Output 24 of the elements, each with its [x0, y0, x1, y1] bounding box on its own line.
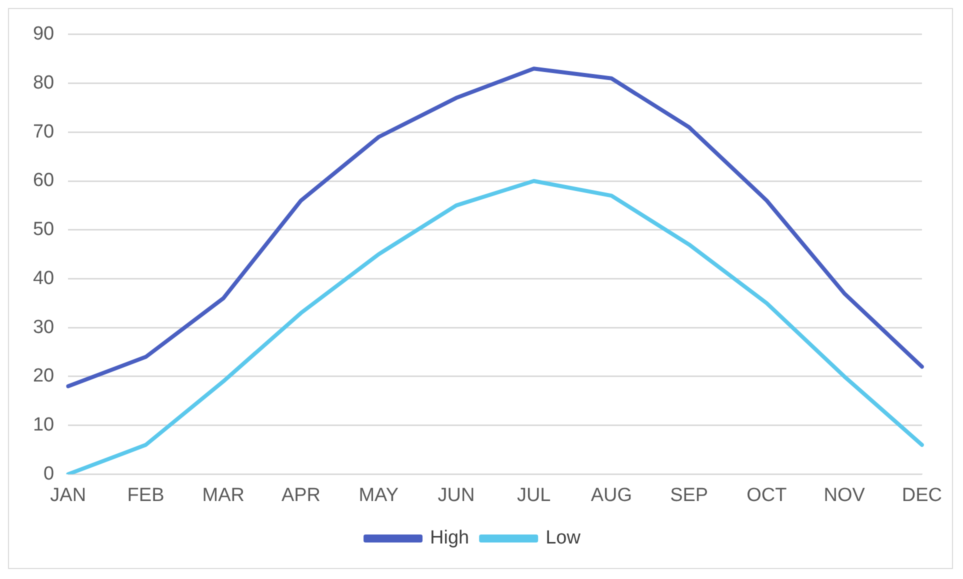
x-tick-label: FEB	[127, 484, 164, 506]
y-tick-label: 0	[44, 463, 54, 484]
y-tick-label: 80	[32, 72, 54, 94]
y-tick-label: 20	[32, 366, 54, 387]
y-tick-label: 30	[32, 316, 54, 338]
x-tick-label: JUL	[516, 484, 551, 506]
x-tick-label: NOV	[824, 484, 866, 506]
legend-label: High	[430, 528, 470, 549]
y-tick-label: 10	[32, 414, 54, 436]
x-tick-label: JAN	[50, 484, 86, 506]
y-tick-label: 50	[32, 219, 54, 240]
y-tick-label: 40	[32, 268, 54, 289]
y-tick-label: 70	[32, 121, 54, 142]
legend-label: Low	[546, 528, 581, 549]
y-tick-label: 60	[32, 170, 54, 192]
x-tick-label: AUG	[590, 484, 632, 506]
x-tick-label: MAR	[202, 484, 244, 506]
y-tick-label: 90	[32, 24, 54, 45]
x-tick-label: OCT	[746, 484, 788, 506]
x-tick-label: SEP	[670, 484, 708, 506]
x-tick-label: MAY	[358, 484, 399, 506]
x-tick-label: DEC	[902, 484, 942, 506]
x-tick-label: JUN	[438, 484, 475, 506]
x-tick-label: APR	[281, 484, 321, 506]
